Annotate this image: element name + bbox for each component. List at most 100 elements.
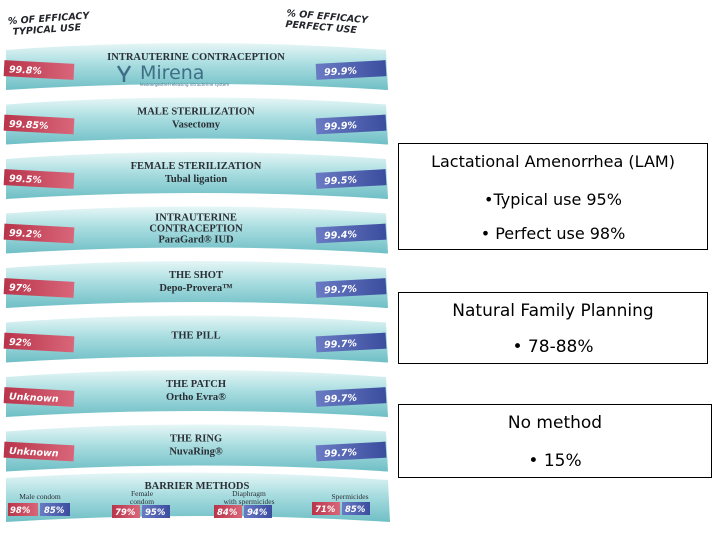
barrier-sperm-typical-value: 71%	[315, 505, 336, 515]
perfect-use-tag	[315, 114, 387, 135]
perfect-use-tag	[315, 332, 387, 353]
band-title: MALE STERILIZATION	[137, 107, 255, 118]
barrier-female-condom-label-1: Female	[131, 489, 154, 498]
typical-use-tag	[3, 387, 75, 407]
perfect-use-tag	[315, 387, 387, 407]
mirena-t-icon	[116, 65, 132, 82]
typical-use-value: 99.5%	[9, 173, 42, 186]
typical-use-value: 99.8%	[9, 64, 42, 77]
band-shape	[6, 206, 388, 254]
barrier-female-perfect-tag	[142, 505, 170, 518]
band-row: THE PILL 92% 99.7%	[3, 315, 388, 363]
perfect-use-value: 99.4%	[324, 229, 357, 242]
bands: INTRAUTERINE CONTRACEPTIONMirenalevonorg…	[3, 43, 388, 472]
perfect-use-value: 99.7%	[324, 393, 357, 406]
barrier-female-condom-label-2: condom	[130, 497, 154, 506]
no-method-efficacy: • 15%	[528, 451, 582, 471]
band-row: INTRAUTERINE CONTRACEPTIONMirenalevonorg…	[3, 43, 388, 90]
band-row: MALE STERILIZATION Vasectomy 99.85% 99.9%	[3, 97, 388, 145]
band-shape	[6, 152, 388, 199]
band-subtitle: Tubal ligation	[165, 174, 228, 185]
no-method-box: No method • 15%	[398, 404, 712, 478]
typical-use-value: Unknown	[9, 391, 59, 405]
barrier-female-typical-tag	[112, 505, 140, 518]
band-title: INTRAUTERINE CONTRACEPTION	[107, 52, 285, 63]
typical-use-tag	[3, 169, 75, 189]
barrier-title: BARRIER METHODS	[145, 481, 250, 492]
band-subtitle: Vasectomy	[172, 120, 221, 131]
barrier-male-typical-value: 85%	[44, 506, 65, 516]
band-shape	[6, 261, 388, 308]
perfect-use-value: 99.5%	[324, 175, 357, 188]
mirena-logo-text: Mirena	[140, 62, 204, 84]
band-title: THE PATCH	[166, 379, 226, 390]
band-subtitle: Depo-Provera™	[159, 283, 233, 294]
perfect-use-value: 99.9%	[324, 66, 357, 79]
barrier-band: BARRIER METHODS Male condom Female condo…	[6, 472, 390, 522]
band-title: FEMALE STERILIZATION	[131, 161, 262, 172]
barrier-diaphragm-typical-value: 84%	[217, 508, 238, 518]
barrier-male-typical-tag	[8, 503, 38, 516]
barrier-spermicides-label: Spermicides	[331, 492, 368, 501]
perfect-use-value: 99.7%	[324, 284, 357, 297]
perfect-use-tag	[315, 60, 387, 80]
band-row: FEMALE STERILIZATION Tubal ligation 99.5% 9…	[3, 152, 388, 199]
band-subtitle: NuvaRing®	[169, 447, 223, 458]
nfp-box: Natural Family Planning • 78-88%	[398, 292, 708, 364]
barrier-sperm-typical-tag	[312, 502, 340, 515]
barrier-male-condom-label: Male condom	[19, 492, 61, 501]
band-subtitle: Ortho Evra®	[166, 392, 226, 403]
band-row: THE PATCH Ortho Evra® Unknown 99.7%	[3, 370, 388, 417]
barrier-sperm-perfect-tag	[342, 502, 370, 515]
band-row: THE RING NuvaRing® Unknown 99.7%	[3, 424, 388, 472]
barrier-diaphragm-typical-tag	[214, 505, 242, 518]
mirena-logo-subtitle: levonorgestrel-releasing intrauterine sy…	[140, 82, 229, 87]
typical-use-value: Unknown	[9, 446, 59, 460]
header-typical: % OF EFFICACY TYPICAL USE	[8, 10, 91, 38]
typical-use-value: 99.2%	[9, 228, 42, 241]
typical-use-value: 97%	[9, 282, 32, 294]
typical-use-value: 99.85%	[9, 119, 49, 132]
perfect-use-tag	[315, 441, 387, 462]
barrier-female-typical-value: 79%	[115, 508, 136, 518]
lam-title: Lactational Amenorrhea (LAM)	[431, 152, 675, 171]
lam-typical-use: •Typical use 95%	[484, 190, 622, 209]
band-shape	[6, 43, 388, 90]
barrier-female-perfect-value: 95%	[145, 508, 166, 518]
band-title: INTRAUTERINE	[155, 213, 237, 224]
band-shape	[6, 424, 388, 472]
band-subtitle: ParaGard® IUD	[158, 235, 234, 246]
perfect-use-value: 99.7%	[324, 338, 357, 351]
no-method-title: No method	[507, 413, 603, 433]
typical-use-tag	[3, 114, 75, 135]
header-perfect: % OF EFFICACY PERFECT USE	[285, 8, 369, 36]
typical-use-value: 92%	[9, 337, 32, 349]
band-row: THE SHOT Depo-Provera™ 97% 99.7%	[3, 261, 388, 308]
barrier-band-shape	[6, 472, 390, 522]
barrier-diaphragm-perfect-tag	[244, 505, 272, 518]
header-typical-line2: TYPICAL USE	[12, 22, 82, 38]
barrier-male-perfect-value: 98%	[10, 506, 31, 516]
lam-perfect-use: • Perfect use 98%	[480, 224, 626, 243]
contraception-efficacy-graphic: % OF EFFICACY TYPICAL USE % OF EFFICACY …	[3, 8, 390, 522]
nfp-efficacy: • 78-88%	[512, 337, 594, 357]
band-title: THE PILL	[171, 331, 220, 342]
barrier-sperm-perfect-value: 85%	[345, 505, 366, 515]
perfect-use-tag	[315, 223, 387, 244]
nfp-title: Natural Family Planning	[452, 301, 654, 321]
barrier-male-perfect-tag	[40, 503, 70, 516]
barrier-diaphragm-label-2: with spermicides	[223, 497, 274, 506]
typical-use-tag	[3, 278, 75, 298]
typical-use-tag	[3, 223, 75, 244]
lam-box: Lactational Amenorrhea (LAM) •Typical us…	[398, 143, 708, 250]
typical-use-tag	[3, 60, 75, 80]
band-title: THE RING	[170, 434, 222, 445]
perfect-use-tag	[315, 278, 387, 298]
band-shape	[6, 370, 388, 417]
band-title: THE SHOT	[169, 270, 223, 281]
typical-use-tag	[3, 332, 75, 353]
barrier-diaphragm-perfect-value: 94%	[247, 508, 268, 518]
perfect-use-value: 99.7%	[324, 447, 357, 460]
typical-use-tag	[3, 441, 75, 462]
